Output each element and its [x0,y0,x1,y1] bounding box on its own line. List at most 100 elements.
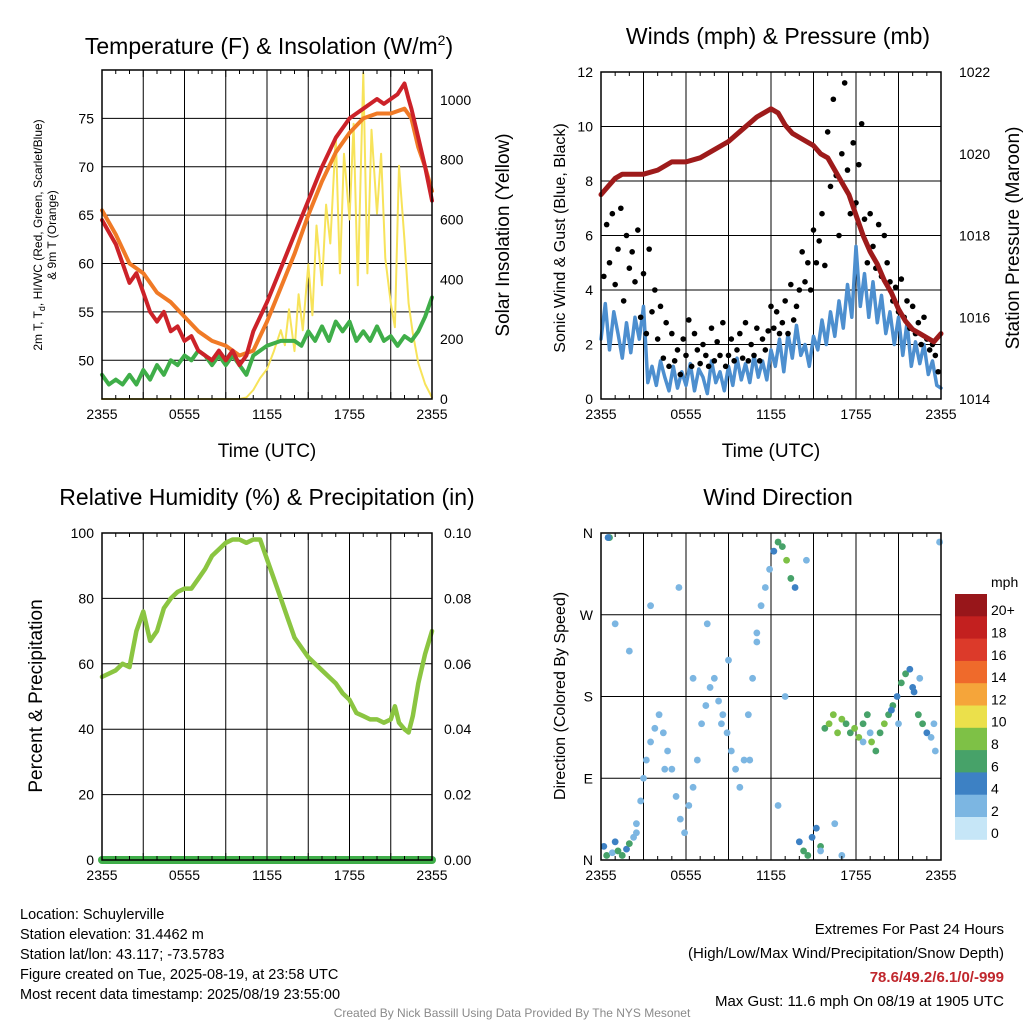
direction-point [647,602,654,610]
gust-point [850,140,856,146]
direction-point [770,547,778,555]
y2-tick-label: 0.08 [444,590,471,606]
direction-point [855,733,863,741]
gust-point [756,358,763,364]
y-tick-label: S [584,689,593,705]
gust-point [926,347,933,353]
gust-point [771,325,777,331]
x-tick-label: 0555 [670,867,701,883]
y2-axis-label: Solar Insolation (Yellow) [493,133,514,336]
direction-point [753,638,761,646]
direction-point [633,820,640,828]
x-tick-label: 1155 [252,867,282,883]
direction-point [681,829,688,837]
direction-point [725,656,732,664]
direction-point [618,852,626,859]
chart-title: Wind Direction [703,484,853,510]
x-tick-label: 1155 [756,406,786,422]
direction-point [936,538,943,546]
credit-line: Created By Nick Bassill Using Data Provi… [333,1006,691,1020]
gust-point [731,358,737,364]
y-axis-label: Percent & Precipitation [26,599,47,792]
gust-point [819,210,825,217]
direction-point [931,747,939,755]
direction-point [829,711,837,719]
gust-point [904,298,910,304]
direction-point [778,543,786,551]
gust-point [773,309,780,315]
direction-point [795,838,803,846]
gust-point [669,330,675,337]
direction-point [783,556,790,564]
direction-point [787,575,795,582]
temperature-9m-series [100,106,434,358]
colorbar-swatch [955,660,987,684]
gust-point [671,358,678,364]
station-location: Location: Schuylerville [20,907,165,923]
gust-point [785,330,791,337]
gust-point [635,227,641,233]
gust-point [711,358,718,364]
direction-point [676,815,684,823]
direction-point [749,674,756,682]
gust-point [759,336,766,342]
colorbar-swatch [955,616,987,640]
direction-point [718,720,725,728]
x-axis-label: Time (UTC) [218,441,317,462]
gust-point [790,317,797,323]
direction-point [846,729,854,737]
y2-axis-label: Station Pressure (Maroon) [1003,127,1024,350]
gust-point [898,276,905,282]
station-latlon: Station lat/lon: 43.117; -73.5783 [20,947,225,963]
direction-point [625,840,633,848]
direction-point [868,738,875,746]
direction-point [693,756,701,764]
x-tick-label: 2355 [925,867,956,883]
y-tick-label: 12 [577,64,593,80]
y-tick-label: 0 [585,391,593,407]
gust-point [654,336,661,342]
colorbar-label: 8 [991,736,999,752]
direction-point [902,670,909,678]
direction-point [838,715,846,723]
gust-point [705,363,712,370]
rh-grid [102,532,432,861]
direction-point [812,824,820,832]
gust-point [793,303,800,310]
gust-point [722,363,729,370]
direction-point [766,565,773,573]
chart-title-sup: 2 [438,32,446,48]
gust-point [915,319,922,326]
x-tick-label: 2355 [925,406,956,422]
x-tick-label: 1755 [334,406,365,422]
y-tick-label: 55 [78,304,94,320]
direction-point [859,720,867,728]
direction-point [661,765,669,773]
gust-point [603,221,610,228]
y2-tick-label: 0.02 [444,787,471,803]
direction-point [706,684,714,691]
y-tick-label: 60 [78,656,94,672]
direction-point [791,584,799,591]
gust-point [751,352,757,359]
y-tick-label: 2 [585,337,593,353]
direction-point [851,724,858,732]
gust-point [683,352,689,359]
gust-point [739,355,746,361]
station-elevation: Station elevation: 31.4462 m [20,927,204,943]
direction-point [611,838,619,846]
x-tick-label: 2355 [585,406,616,422]
direction-point [909,684,917,691]
y-tick-label: 60 [78,256,94,272]
gust-point [824,129,831,135]
direction-point [689,674,697,682]
gust-point [640,270,647,277]
y-tick-label: N [583,852,593,868]
y2-tick-label: 200 [440,331,464,347]
direction-point [919,720,926,728]
gust-point [870,243,876,250]
direction-point [740,756,748,764]
y2-tick-label: 1016 [959,309,990,325]
y2-tick-label: 0.04 [444,721,471,737]
gust-point [788,281,794,288]
